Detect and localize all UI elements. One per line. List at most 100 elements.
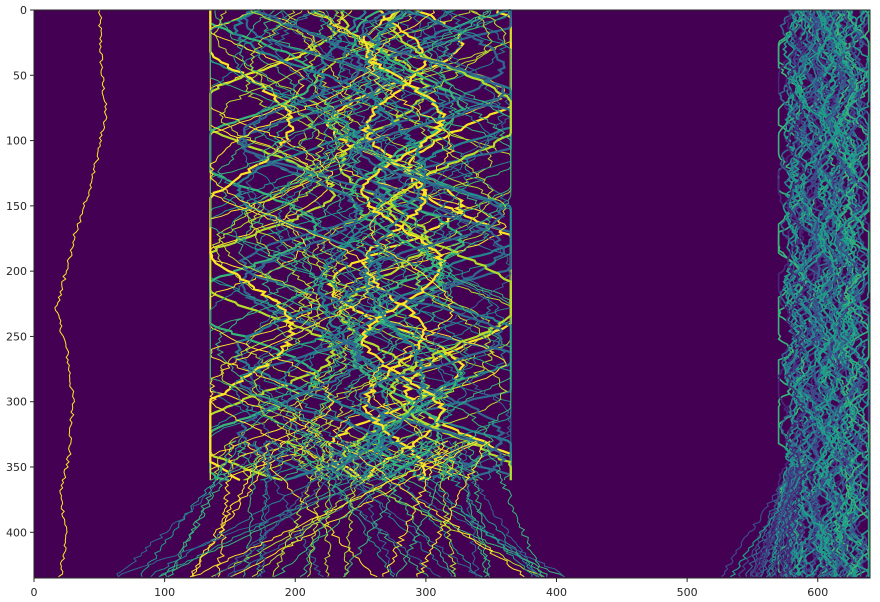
right-fan-trace bbox=[788, 466, 809, 577]
right-fan-trace bbox=[730, 466, 807, 578]
central-trace bbox=[271, 9, 414, 481]
right-band-trace bbox=[848, 10, 870, 577]
right-fan-trace bbox=[756, 466, 803, 577]
right-fan-trace bbox=[721, 466, 794, 578]
y-tick-label: 150 bbox=[6, 200, 27, 213]
central-trace bbox=[209, 10, 307, 481]
y-tick-label: 100 bbox=[6, 135, 27, 148]
fan-trace bbox=[358, 440, 456, 577]
y-tick-label: 400 bbox=[6, 526, 27, 539]
y-tick-label: 350 bbox=[6, 461, 27, 474]
central-trace bbox=[346, 9, 507, 481]
fan-trace bbox=[272, 440, 329, 577]
right-band-trace bbox=[829, 9, 848, 578]
central-trace bbox=[284, 9, 356, 481]
central-trace bbox=[236, 8, 388, 482]
fan-trace bbox=[448, 440, 538, 578]
fan-trace bbox=[150, 440, 382, 578]
heatmap-traces bbox=[54, 8, 871, 578]
central-trace bbox=[386, 9, 512, 481]
fan-trace bbox=[307, 440, 395, 578]
fan-trace bbox=[343, 440, 427, 577]
plot-frame bbox=[33, 9, 871, 579]
right-band-trace bbox=[826, 9, 847, 577]
right-fan-trace bbox=[770, 466, 797, 578]
central-trace bbox=[209, 9, 376, 481]
right-band-trace bbox=[815, 9, 838, 577]
central-trace bbox=[218, 9, 323, 481]
central-trace bbox=[209, 9, 335, 481]
y-tick-label: 0 bbox=[20, 4, 27, 17]
y-tick-label: 200 bbox=[6, 265, 27, 278]
fan-trace bbox=[371, 440, 545, 578]
fan-trace bbox=[230, 440, 478, 578]
right-fan-trace bbox=[770, 466, 801, 577]
fan-trace bbox=[382, 440, 449, 577]
fan-trace bbox=[214, 440, 374, 577]
x-tick-label: 0 bbox=[31, 586, 38, 599]
central-trace bbox=[330, 9, 508, 481]
right-band-trace bbox=[847, 9, 871, 578]
fan-trace bbox=[158, 440, 432, 578]
fan-trace bbox=[269, 440, 441, 578]
fan-trace bbox=[312, 440, 453, 577]
right-band-trace bbox=[839, 9, 870, 577]
y-tick-label: 50 bbox=[13, 69, 27, 82]
right-band-trace bbox=[787, 9, 819, 578]
right-band-trace bbox=[810, 9, 840, 578]
central-trace bbox=[209, 9, 286, 481]
fan-trace bbox=[189, 440, 477, 578]
central-trace bbox=[249, 9, 325, 481]
right-band-trace bbox=[810, 9, 848, 578]
central-trace bbox=[346, 8, 446, 482]
y-axis: 0 50 100 150 200 250 300 350 400 bbox=[6, 4, 34, 539]
central-trace bbox=[209, 9, 320, 481]
central-trace bbox=[361, 9, 429, 482]
central-trace bbox=[209, 9, 338, 482]
fan-trace bbox=[116, 440, 271, 577]
x-tick-label: 500 bbox=[677, 586, 698, 599]
fan-trace bbox=[251, 440, 415, 578]
central-trace bbox=[321, 9, 494, 481]
central-trace bbox=[437, 9, 512, 481]
central-trace bbox=[367, 9, 456, 481]
right-band-trace bbox=[819, 9, 857, 578]
right-band-trace bbox=[846, 9, 865, 577]
fan-trace bbox=[415, 440, 491, 577]
right-fan-trace bbox=[786, 466, 807, 577]
fan-trace bbox=[140, 440, 243, 577]
x-axis: 0 100 200 300 400 500 600 bbox=[31, 578, 828, 599]
x-tick-label: 300 bbox=[415, 586, 436, 599]
y-tick-label: 250 bbox=[6, 330, 27, 343]
right-band-trace bbox=[834, 9, 869, 578]
x-tick-label: 100 bbox=[154, 586, 175, 599]
right-band-trace bbox=[800, 9, 820, 577]
central-trace bbox=[280, 9, 447, 481]
central-trace bbox=[369, 9, 467, 482]
fan-trace bbox=[433, 440, 457, 577]
fan-trace bbox=[191, 440, 286, 577]
central-trace bbox=[357, 8, 507, 482]
x-tick-label: 200 bbox=[285, 586, 306, 599]
fan-trace bbox=[452, 440, 491, 578]
central-trace bbox=[240, 9, 338, 481]
central-trace bbox=[274, 9, 373, 481]
central-trace bbox=[431, 9, 512, 481]
fan-trace bbox=[389, 440, 533, 577]
fan-trace bbox=[258, 440, 274, 578]
fan-trace bbox=[484, 440, 545, 578]
x-tick-label: 600 bbox=[807, 586, 828, 599]
y-tick-label: 300 bbox=[6, 396, 27, 409]
fan-trace bbox=[460, 440, 480, 577]
central-trace bbox=[343, 9, 494, 481]
fan-trace bbox=[227, 440, 352, 577]
central-trace bbox=[347, 9, 512, 481]
central-trace bbox=[232, 8, 387, 482]
left-trace bbox=[54, 9, 108, 578]
x-tick-label: 400 bbox=[546, 586, 567, 599]
central-trace bbox=[236, 9, 365, 482]
fan-trace bbox=[273, 440, 435, 578]
central-trace bbox=[211, 9, 349, 481]
plot-area bbox=[34, 8, 871, 578]
